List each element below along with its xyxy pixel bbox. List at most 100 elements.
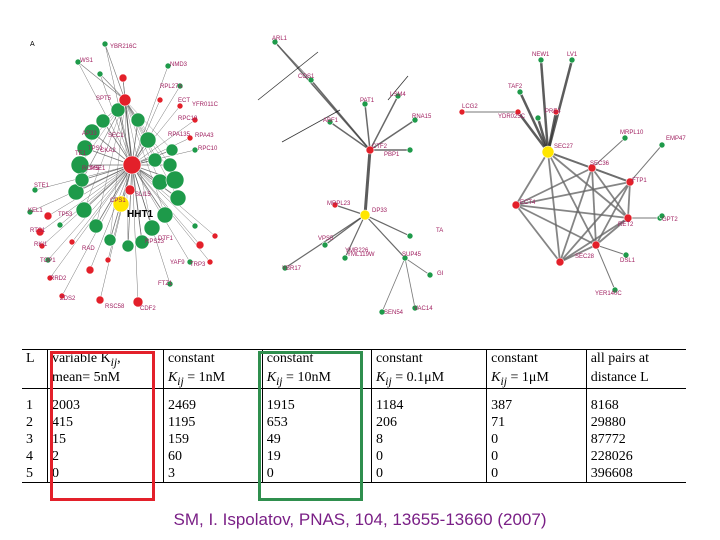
network-edge (89, 164, 133, 271)
cell-L: 3 (26, 432, 33, 447)
network-edge (363, 149, 372, 216)
node-label: CDF2 (140, 306, 156, 312)
network-node (165, 143, 179, 157)
cell: 2 (46, 448, 164, 465)
network-node (46, 274, 54, 282)
network-node (537, 56, 545, 64)
network-node (426, 271, 434, 279)
network-hub (122, 155, 142, 175)
network-node (95, 113, 111, 129)
node-label: TPS1 (88, 146, 104, 152)
network-node (56, 221, 64, 229)
network-edge (77, 61, 133, 166)
network-edge (595, 244, 627, 256)
network-node (307, 76, 315, 84)
network-edge (591, 137, 626, 169)
network-node (511, 200, 521, 210)
network-node (191, 116, 199, 124)
node-label: RRD2 (50, 276, 67, 282)
cell: 0 (370, 465, 487, 483)
cell: 415 (46, 414, 164, 431)
node-label: CTF2 (372, 144, 388, 150)
node-label: MRPL23 (327, 201, 351, 207)
node-label: CPS1 (110, 198, 126, 204)
network-edge (515, 204, 629, 219)
network-edge (404, 257, 416, 309)
network-nodes (26, 38, 666, 316)
network-edge (559, 244, 597, 263)
table-row: 2 415 1195 653 206 71 29880 (22, 414, 686, 431)
network-hub (365, 145, 375, 155)
node-label: PBP1 (384, 152, 400, 158)
network-hub-yellow (359, 209, 371, 221)
network-edge (515, 181, 631, 206)
node-label: YDR025C (498, 114, 526, 120)
cell: 387 (486, 388, 587, 414)
network-node (143, 219, 161, 237)
network-node (76, 139, 94, 157)
node-label: RCM5 (82, 166, 100, 172)
node-label: SEC28 (575, 254, 595, 260)
network-node (95, 295, 105, 305)
network-edge (99, 73, 133, 166)
highlight-node (112, 195, 130, 213)
node-label: YML119W (347, 252, 375, 258)
node-label: SEC36 (590, 161, 610, 167)
node-label: CKA2 (100, 148, 116, 154)
network-node (211, 232, 219, 240)
cell: 3 (162, 465, 263, 483)
highlight-box-10nM (258, 351, 363, 501)
table-header-row: L variable Kij, mean= 5nM constant Kij =… (22, 349, 686, 389)
network-node (74, 58, 82, 66)
network-node (186, 258, 194, 266)
network-node (156, 206, 174, 224)
node-label: RPA135 (168, 132, 191, 138)
node-label: DP33 (372, 208, 388, 214)
node-label: TE1 (75, 151, 87, 157)
network-edge (109, 99, 126, 241)
network-node (121, 239, 135, 253)
node-label: NMD3 (170, 62, 188, 68)
network-node (191, 222, 199, 230)
header-L: L (22, 349, 48, 389)
network-node (555, 257, 565, 267)
cell: 87772 (585, 431, 686, 448)
cell: 8168 (585, 388, 686, 414)
network-edge (77, 61, 126, 101)
network-node (35, 227, 45, 237)
network-edge (539, 59, 550, 153)
network-node (26, 208, 34, 216)
cell: 0 (370, 448, 487, 465)
node-label: ECT4 (520, 200, 536, 206)
network-edge (71, 164, 133, 243)
network-edges (29, 41, 663, 313)
header-all-pairs: all pairs at distance L (585, 349, 686, 389)
network-node (206, 258, 214, 266)
cell: 8 (370, 431, 487, 448)
cell: 0 (486, 448, 587, 465)
network-node (124, 184, 136, 196)
network-node (331, 201, 339, 209)
network-edge (131, 164, 201, 246)
network-edge (131, 105, 181, 166)
network-node (611, 286, 619, 294)
node-label: RPA43 (195, 133, 214, 139)
node-label: SEN54 (384, 310, 404, 316)
header-const-10nM: constant Kij = 10nM (261, 349, 372, 389)
node-label: TOP1 (40, 258, 56, 264)
network-node (58, 292, 66, 300)
cell: 49 (261, 431, 372, 448)
node-label: KEL1 (28, 208, 43, 214)
node-label: TAF2 (508, 84, 523, 90)
network-node (401, 254, 409, 262)
node-label: COS1 (298, 74, 315, 80)
node-label: SEC1 (108, 133, 124, 139)
network-edge (364, 214, 406, 259)
table-row: 1 2003 2469 1915 1184 387 8168 (22, 388, 686, 414)
cell-L: 1 (26, 398, 33, 413)
network-edge (515, 204, 561, 263)
network-edge (47, 164, 133, 217)
node-label: PAT1 (360, 98, 375, 104)
cell: 15 (46, 431, 164, 448)
